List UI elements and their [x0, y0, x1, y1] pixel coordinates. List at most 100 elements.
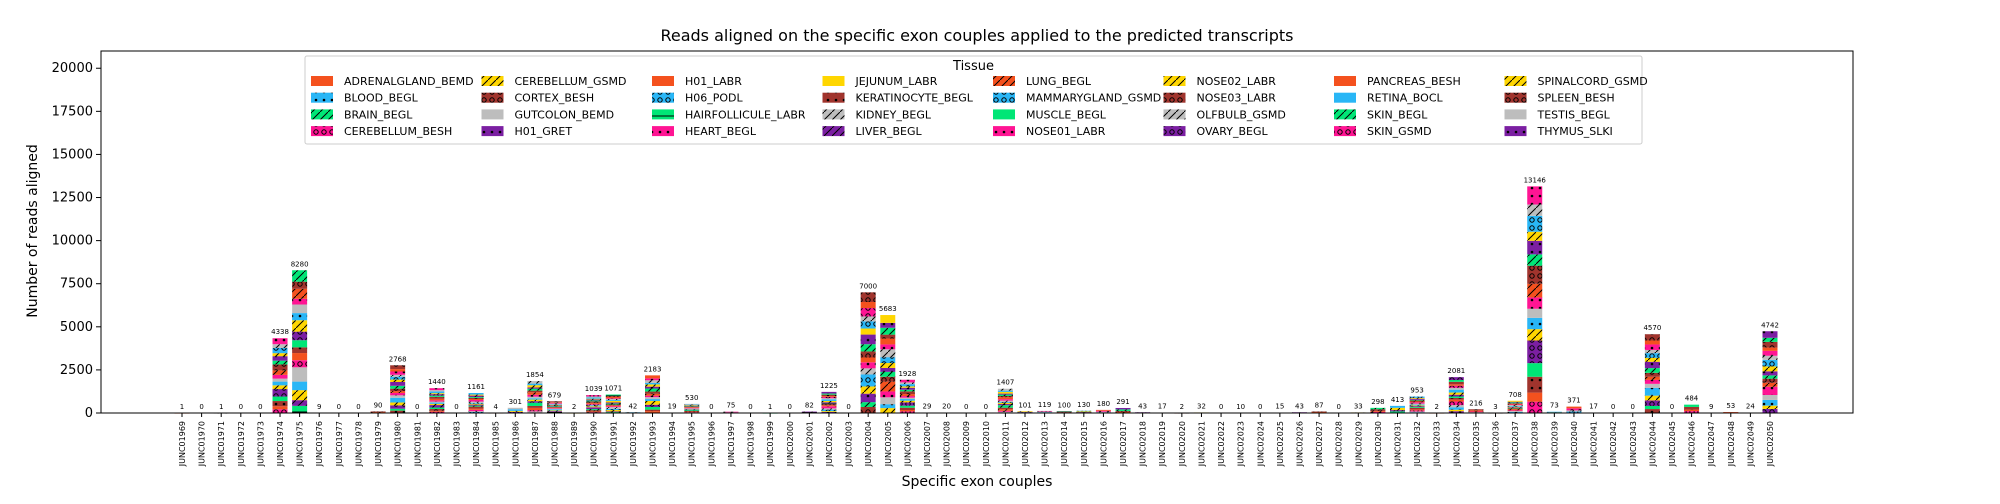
bar-segment	[1409, 404, 1425, 406]
bar-segment	[821, 404, 837, 406]
bar-segment	[468, 399, 484, 402]
bar-segment	[1527, 231, 1543, 241]
x-tick-label: JUNC02034	[1452, 421, 1461, 467]
axes: 02500500075001000012500150001750020000JU…	[52, 50, 1854, 467]
bar-segment	[899, 384, 915, 387]
bar-segment	[1644, 387, 1660, 396]
y-tick-label: 7500	[60, 277, 93, 292]
bar-JUNC02022: 0	[1219, 403, 1223, 411]
legend-swatch	[1163, 92, 1186, 103]
legend-swatch	[481, 126, 504, 137]
bar-segment	[1507, 407, 1523, 408]
bar-JUNC01978: 0	[356, 403, 360, 411]
bar-segment	[1017, 411, 1033, 413]
legend-item: HEART_BEGL	[652, 125, 757, 138]
bar-segment	[272, 385, 288, 390]
legend-label: LUNG_BEGL	[1026, 75, 1092, 88]
bar-segment	[1409, 397, 1425, 399]
bar-value-label: 17	[1589, 403, 1598, 411]
legend-swatch	[311, 92, 333, 103]
bar-JUNC02019: 17	[1154, 403, 1170, 414]
bar-value-label: 1	[219, 403, 223, 411]
bar-segment	[527, 381, 543, 384]
legend-item: NOSE01_LABR	[993, 125, 1106, 138]
legend-swatch	[993, 92, 1015, 103]
bar-segment	[390, 376, 406, 380]
bar-segment	[527, 405, 543, 408]
bar-segment	[527, 390, 543, 393]
x-tick-label: JUNC02004	[864, 421, 873, 467]
bar-JUNC02033: 2	[1429, 403, 1445, 414]
bar-segment	[546, 407, 562, 408]
bar-segment	[997, 407, 1013, 410]
bar-JUNC02035: 216	[1468, 399, 1484, 413]
bar-segment	[684, 406, 700, 407]
x-tick-label: JUNC01990	[590, 421, 599, 467]
bar-JUNC02025: 15	[1272, 403, 1288, 414]
legend-swatch	[1504, 76, 1527, 86]
x-tick-label: JUNC01978	[354, 421, 363, 467]
bar-value-label: 0	[337, 403, 341, 411]
bar-segment	[546, 405, 562, 407]
bar-JUNC01988: 679	[546, 391, 562, 414]
legend-swatch	[481, 109, 504, 120]
legend-swatch	[1504, 126, 1527, 137]
legend-label: CEREBELLUM_GSMD	[515, 75, 627, 88]
bar-JUNC02021: 32	[1193, 402, 1209, 414]
bar-segment	[468, 406, 484, 409]
y-tick-label: 12500	[52, 191, 93, 206]
bar-segment	[1507, 410, 1523, 412]
bar-segment	[997, 393, 1013, 395]
legend-swatch	[1163, 109, 1186, 120]
bar-segment	[1448, 384, 1464, 386]
bar-segment	[429, 390, 445, 392]
bar-segment	[821, 405, 837, 407]
bar-segment	[860, 406, 876, 413]
bar-segment	[1115, 410, 1131, 412]
bar-segment	[390, 374, 406, 377]
bar-segment	[1448, 379, 1464, 382]
legend-label: NOSE02_LABR	[1197, 75, 1277, 88]
bar-value-label: 2081	[1447, 367, 1465, 375]
legend-label: HEART_BEGL	[685, 125, 757, 138]
bar-segment	[997, 397, 1013, 400]
bar-segment	[1448, 396, 1464, 398]
bar-value-label: 301	[509, 398, 522, 406]
legend-item: H06_PODL	[652, 92, 744, 105]
bar-segment	[645, 411, 661, 413]
bar-segment	[546, 403, 562, 405]
bar-segment	[899, 410, 915, 412]
bar-segment	[390, 379, 406, 382]
legend-label: CORTEX_BESH	[515, 92, 595, 105]
bar-segment	[605, 407, 621, 409]
bar-segment	[1644, 361, 1660, 369]
legend-item: H01_GRET	[481, 125, 572, 138]
bar-segment	[1448, 397, 1464, 400]
bar-segment	[429, 393, 445, 395]
bar-JUNC02049: 24	[1742, 403, 1758, 414]
bar-value-label: 8280	[291, 260, 309, 268]
bar-segment	[468, 402, 484, 404]
bar-JUNC02000: 0	[788, 403, 792, 411]
y-tick-label: 10000	[52, 234, 93, 249]
bar-segment	[1448, 405, 1464, 408]
legend-swatch	[652, 92, 674, 103]
bar-segment	[860, 374, 876, 387]
bar-JUNC02004: 7000	[859, 282, 877, 413]
bar-segment	[684, 409, 700, 410]
legend-item: NOSE02_LABR	[1163, 75, 1277, 88]
x-tick-label: JUNC02027	[1315, 421, 1324, 467]
x-tick-label: JUNC01994	[668, 421, 677, 467]
bar-segment	[1409, 406, 1425, 408]
bar-value-label: 0	[415, 403, 419, 411]
legend-swatch	[1334, 76, 1356, 86]
x-tick-label: JUNC02050	[1766, 421, 1775, 467]
legend-label: RETINA_BOCL	[1367, 92, 1444, 105]
x-tick-label: JUNC02033	[1433, 421, 1442, 467]
bar-segment	[546, 401, 562, 403]
bar-segment	[292, 313, 308, 321]
bar-value-label: 0	[788, 403, 792, 411]
bar-segment	[880, 363, 896, 368]
bar-value-label: 33	[1354, 402, 1363, 410]
